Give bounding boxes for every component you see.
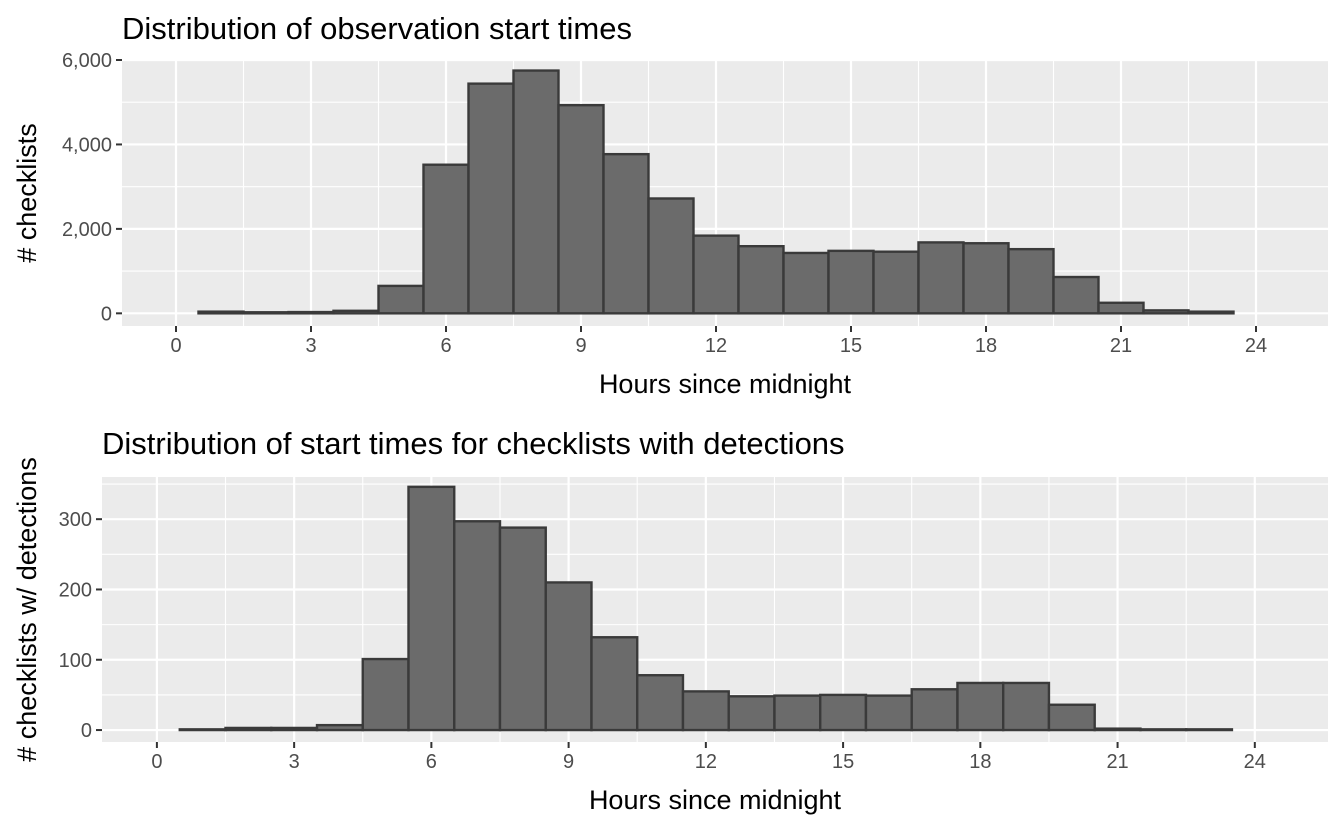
chart-title: Distribution of observation start times [122,11,632,46]
histogram-bar-11h [636,674,685,732]
histogram-bar-16h [872,250,920,315]
histogram-bar-7h [453,520,502,732]
histogram-bar-9h [557,103,605,315]
x-tick-label: 12 [705,335,727,357]
y-tick-label: 300 [59,509,92,531]
y-tick-label: 2,000 [62,219,112,241]
histogram-bar-21h [1093,727,1142,732]
histogram-bar-13h [737,244,785,315]
x-tick-label: 24 [1245,335,1267,357]
histogram-bar-2h [224,726,273,732]
histogram-bar-16h [864,694,913,732]
histogram-bar-9h [544,581,593,732]
y-tick-label: 4,000 [62,134,112,156]
histogram-bar-14h [782,251,830,315]
histogram-bar-14h [773,694,822,732]
x-tick-label: 21 [1110,335,1132,357]
y-axis-title: # checklists w/ detections [12,457,42,762]
x-tick-label: 0 [170,335,181,357]
y-tick-label: 200 [59,579,92,601]
chart-title: Distribution of start times for checklis… [102,426,845,461]
x-tick-label: 3 [289,751,300,773]
histogram-bar-20h [1052,275,1100,315]
histogram-bar-18h [956,681,1005,732]
histogram-bar-5h [377,284,425,315]
histogram-bar-21h [1097,301,1145,315]
histogram-bar-6h [407,485,456,732]
x-tick-label: 6 [440,335,451,357]
histogram-bar-12h [692,234,740,315]
histogram-bar-11h [647,197,695,315]
histogram-bar-7h [467,82,515,315]
x-tick-label: 24 [1244,751,1266,773]
x-axis-title: Hours since midnight [589,785,842,815]
x-tick-label: 9 [563,751,574,773]
y-axis-title: # checklists [12,123,42,263]
y-tick-label: 100 [59,650,92,672]
x-tick-label: 15 [832,751,854,773]
histogram-bar-15h [827,249,875,315]
histogram-bar-17h [917,241,965,315]
x-axis-title: Hours since midnight [599,369,852,399]
histogram-bar-6h [422,163,470,315]
histogram-bar-22h [1139,728,1188,732]
x-tick-label: 18 [975,335,997,357]
histogram-bar-8h [512,69,560,315]
histogram-bar-1h [197,310,245,315]
histogram-bar-19h [1002,681,1051,732]
histogram-bar-1h [178,728,227,732]
histogram-bar-4h [332,309,380,315]
histogram-bar-23h [1184,728,1234,732]
histogram-bar-22h [1142,309,1190,315]
x-tick-label: 0 [151,751,162,773]
histogram-bar-3h [287,310,335,315]
histogram-bar-17h [910,688,959,732]
y-tick-label: 0 [101,303,112,325]
histogram-bar-3h [270,726,319,732]
histogram-bar-8h [498,526,547,732]
histogram-bar-19h [1007,247,1055,315]
histogram-bar-15h [819,693,868,732]
chart-start-times-with-detections: 0 3 6 9 12 15 18 21 24 0 100 200 300 Distribution of … [12,426,1328,815]
histogram-bar-23h [1187,310,1235,315]
y-tick-label: 0 [81,720,92,742]
x-tick-label: 12 [695,751,717,773]
histogram-bar-12h [681,690,730,732]
x-tick-label: 18 [969,751,991,773]
histogram-bar-20h [1047,703,1096,732]
x-tick-label: 3 [305,335,316,357]
histogram-bar-10h [602,152,650,315]
histogram-bar-10h [590,636,639,732]
histogram-bar-4h [315,723,364,732]
chart-observation-start-times: 0 3 6 9 12 15 18 21 24 0 2,000 4,000 6,000 Distributi… [12,11,1328,399]
x-tick-label: 9 [575,335,586,357]
x-tick-label: 15 [840,335,862,357]
histogram-bar-5h [361,657,410,732]
histogram-bar-13h [727,695,776,732]
x-tick-label: 21 [1106,751,1128,773]
x-tick-label: 6 [426,751,437,773]
histogram-bar-2h [242,311,290,315]
y-tick-label: 6,000 [62,50,112,72]
histogram-bar-18h [962,242,1010,315]
